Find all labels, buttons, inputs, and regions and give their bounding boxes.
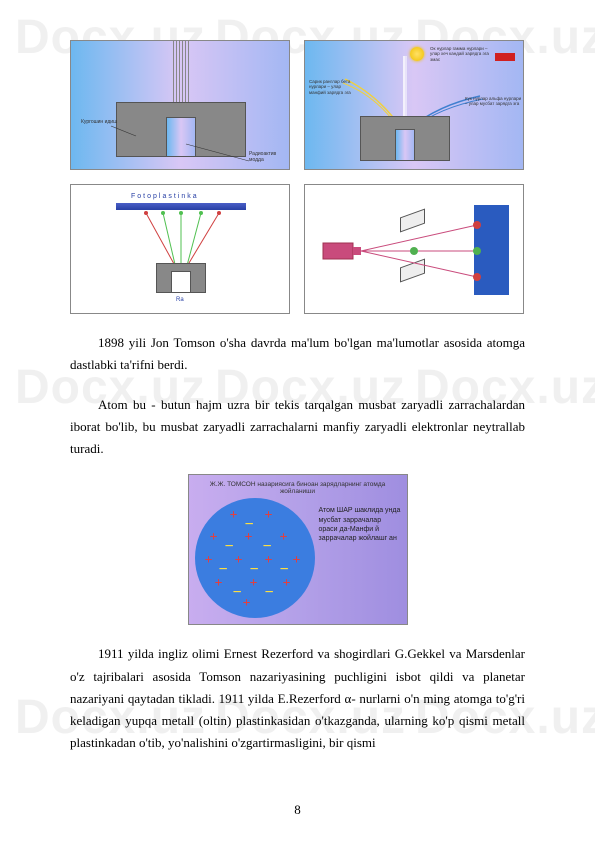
- figure-row-1: Кургошин идиш Радиоактив модда Сарик ран…: [70, 40, 525, 170]
- label-beta: Сарик ранглар бета нурлари – улар манфий…: [309, 79, 359, 95]
- label-radioactive: Радиоактив модда: [249, 151, 289, 163]
- thomson-title: Ж.Ж. ТОМСОН назариясига биноан зарядларн…: [195, 481, 401, 495]
- figure-ray-splitting: Сарик ранглар бета нурлари – улар манфий…: [304, 40, 524, 170]
- figure-thomson-atom: Ж.Ж. ТОМСОН назариясига биноан зарядларн…: [188, 474, 408, 625]
- ra-label: Ra: [176, 297, 184, 303]
- page-number: 8: [0, 802, 595, 818]
- paragraph-3: 1911 yilda ingliz olimi Ernest Rezerford…: [70, 643, 525, 753]
- page-content: Кургошин идиш Радиоактив модда Сарик ран…: [70, 40, 525, 754]
- label-gamma: Ок нурлар гамма нурлари – улар хеч канда…: [430, 46, 492, 62]
- paragraph-2: Atom bu - butun hajm uzra bir tekis tarq…: [70, 394, 525, 460]
- figure-lead-container: Кургошин идиш Радиоактив модда: [70, 40, 290, 170]
- label-alpha: Кук нурлар альфа нурлари – улар мусбат з…: [465, 96, 523, 107]
- atom-circle: + + + + + + + + + + + + + − − − − − − −: [195, 498, 315, 618]
- figure-beam-screen: [304, 184, 524, 314]
- figure-row-2: Fotoplastinka Ra: [70, 184, 525, 314]
- figure-photoplate: Fotoplastinka Ra: [70, 184, 290, 314]
- paragraph-1: 1898 yili Jon Tomson o'sha davrda ma'lum…: [70, 332, 525, 376]
- thomson-side-text: Атом ШАР шаклида унда мусбат заррачалар …: [319, 498, 401, 618]
- label-lead: Кургошин идиш: [81, 119, 117, 125]
